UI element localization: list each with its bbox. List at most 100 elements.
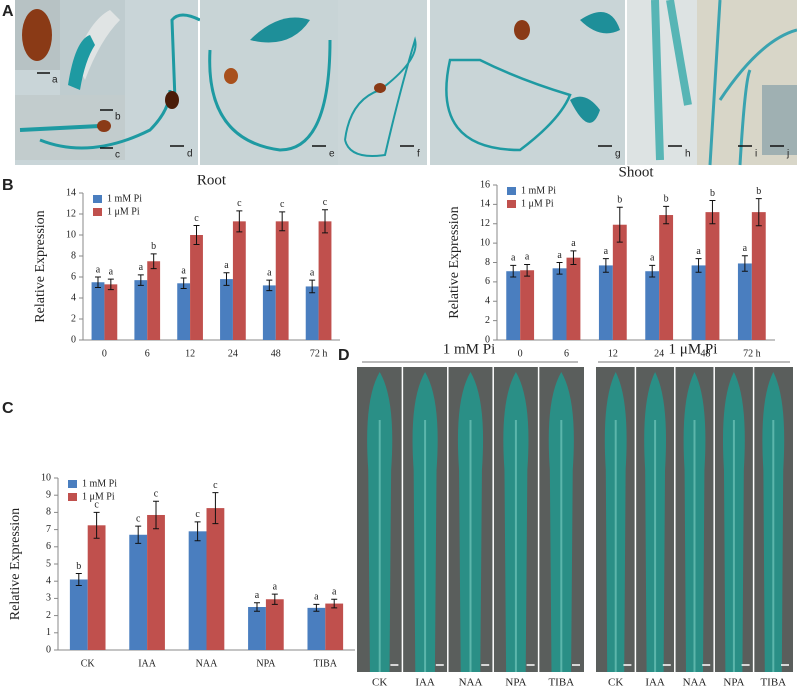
x-tick-label: IAA [138,658,157,669]
significance-letter: a [139,262,144,273]
significance-letter: a [525,252,530,263]
bar [612,224,627,340]
sub-label: j [786,149,789,160]
sub-label: b [115,112,121,123]
significance-letter: b [76,561,81,572]
x-tick-label: 0 [102,348,107,359]
panel-label: C [2,400,14,417]
x-tick-label: 12 [608,348,618,359]
y-tick-label: 6 [46,541,51,552]
bar [645,271,660,340]
bar [598,265,613,340]
bar [104,284,118,340]
sub-label: i [755,149,757,160]
error-bar [94,276,101,288]
significance-letter: a [604,246,609,257]
d-header: 1 μM Pi [669,341,718,357]
legend-label: 1 μM Pi [82,491,115,502]
panel-label: D [338,347,350,364]
significance-letter: c [154,489,159,500]
significance-letter: a [696,246,701,257]
y-tick-label: 4 [46,575,51,586]
error-bar [253,602,260,612]
error-bar [524,263,531,277]
y-tick-label: 0 [485,334,490,345]
significance-letter: c [195,509,200,520]
bar [566,257,581,340]
d-label: CK [372,677,387,689]
sub-label: e [329,149,335,160]
x-tick-label: 6 [145,348,150,359]
significance-letter: b [664,194,669,205]
x-tick-label: 48 [701,348,711,359]
y-axis-label: Relative Expression [8,508,23,620]
y-tick-label: 4 [485,296,490,307]
significance-letter: a [96,264,101,275]
seed [514,20,530,40]
panel-label: B [2,177,14,194]
bar [206,508,225,650]
legend-swatch [68,480,77,488]
significance-letter: c [94,500,99,511]
sub-label: c [115,150,120,161]
seed [165,91,179,109]
y-tick-label: 10 [66,229,76,240]
photo [338,0,427,165]
chart-title: Shoot [618,164,654,180]
legend-label: 1 mM Pi [82,478,117,489]
error-bar [193,225,200,245]
panel-a-photos [15,0,797,166]
inset-j [762,85,797,155]
d-label: NPA [505,677,526,689]
bar [552,268,567,340]
error-bar [695,258,702,273]
significance-letter: a [255,590,260,601]
significance-letter: a [267,267,272,278]
x-tick-label: 6 [564,348,569,359]
bar [691,265,706,340]
d-label: NAA [683,677,707,689]
y-tick-label: 1 [46,627,51,638]
significance-letter: c [323,197,328,208]
significance-letter: a [310,267,315,278]
gus-stain [19,124,101,132]
error-bar [194,521,201,542]
y-tick-label: 6 [71,271,76,282]
y-tick-label: 2 [71,313,76,324]
significance-letter: c [213,480,218,491]
y-tick-label: 6 [485,276,490,287]
error-bar [93,511,100,539]
y-tick-label: 0 [46,644,51,655]
error-bar [279,211,286,232]
error-bar [236,210,243,233]
error-bar [137,274,144,286]
legend-label: 1 μM Pi [107,206,140,217]
y-tick-label: 4 [71,292,76,303]
y-tick-label: 12 [480,218,490,229]
significance-letter: c [136,513,141,524]
significance-letter: a [650,253,655,264]
y-tick-label: 2 [46,610,51,621]
d-label: TIBA [548,677,574,689]
gus-stain [445,58,572,152]
bar [188,531,207,650]
significance-letter: b [756,186,761,197]
sub-label: d [187,149,193,160]
y-tick-label: 0 [71,334,76,345]
legend-swatch [93,195,102,203]
bar [177,283,191,340]
bar [325,603,344,650]
panel-d-photos [357,367,793,672]
error-bar [150,253,157,270]
y-axis-label: Relative Expression [33,210,48,322]
significance-letter: a [314,592,319,603]
significance-letter: a [181,265,186,276]
d-label: IAA [415,677,435,689]
error-bar [602,258,609,273]
y-tick-label: 10 [41,472,51,483]
legend-swatch [93,208,102,216]
d-label: NAA [459,677,483,689]
bar [248,607,266,650]
bar [751,212,766,340]
